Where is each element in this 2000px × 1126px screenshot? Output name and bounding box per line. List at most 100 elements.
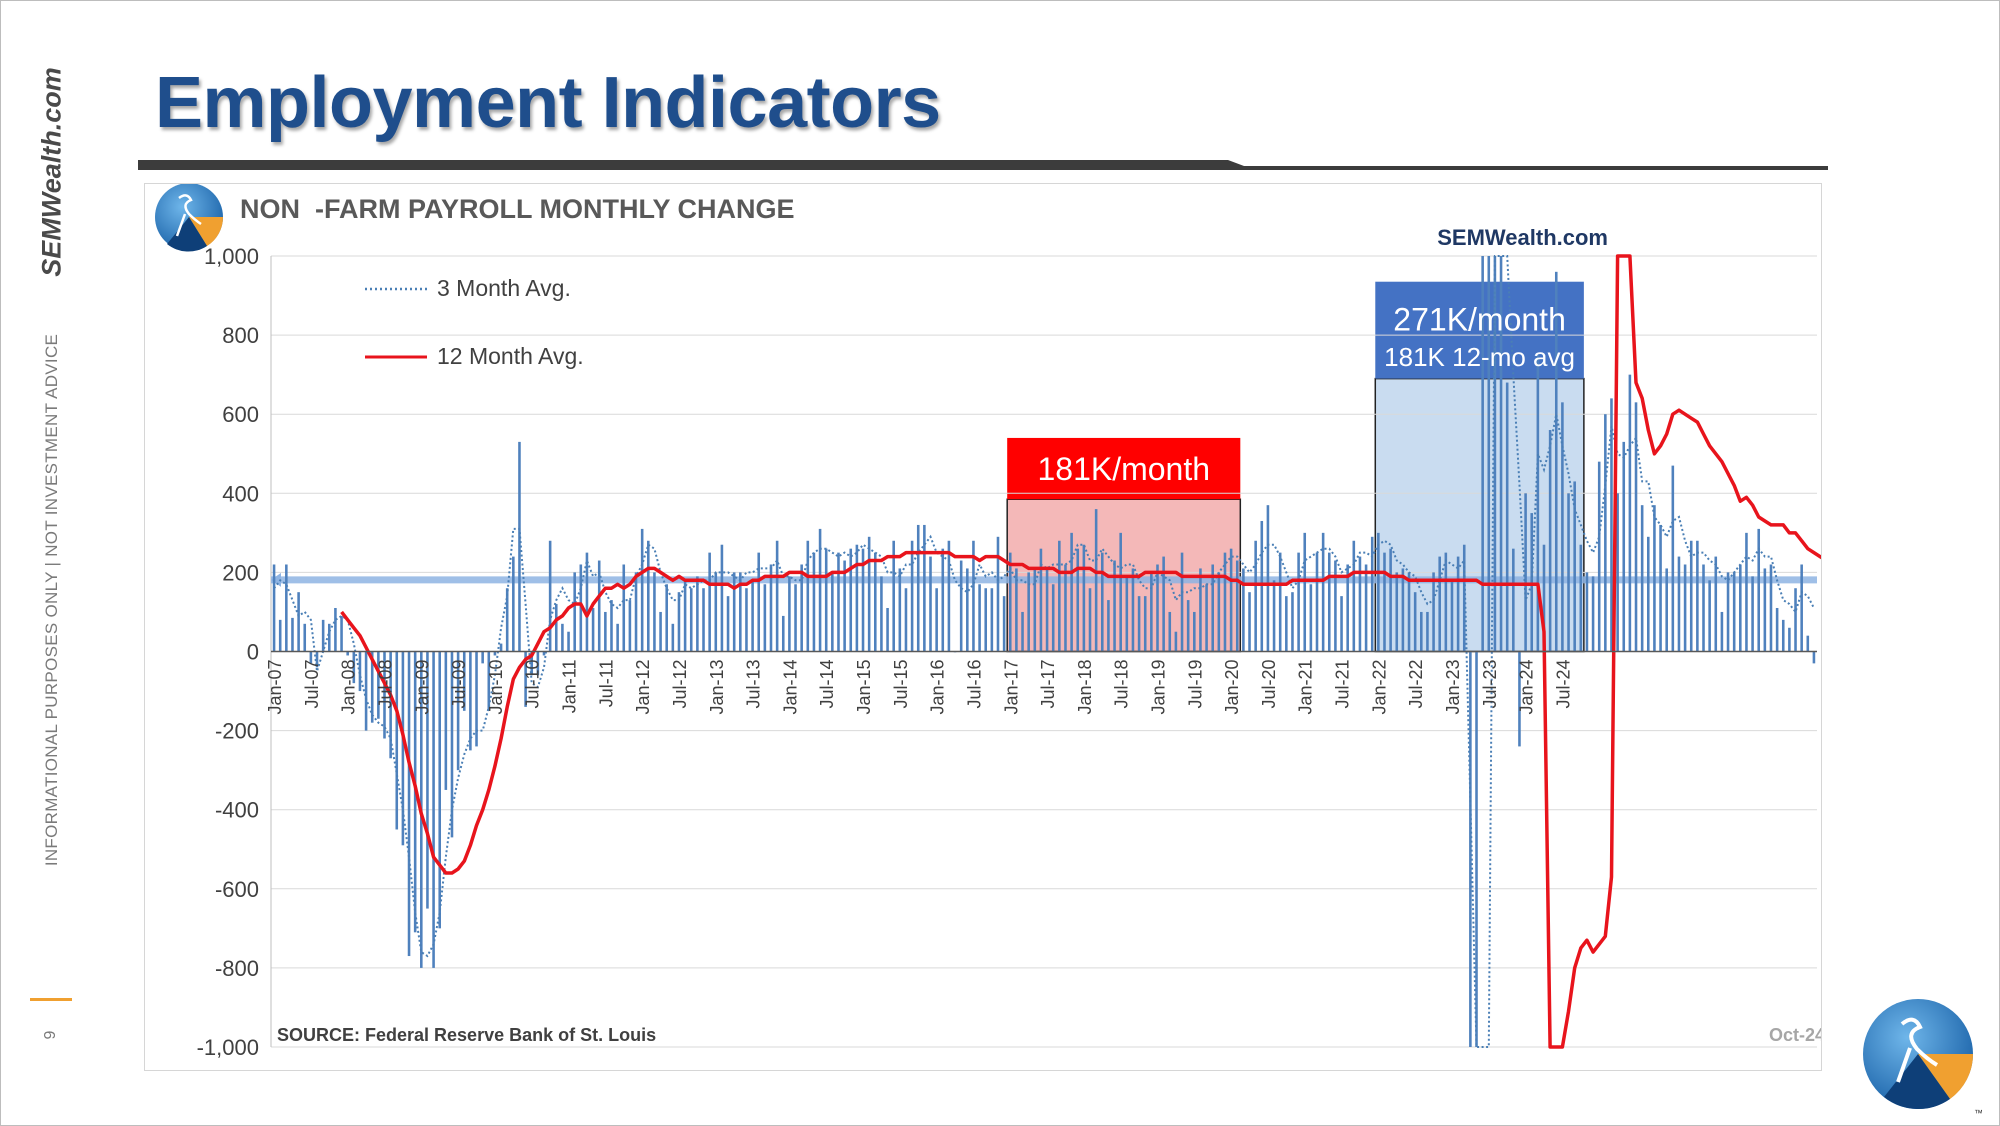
payroll-bar xyxy=(303,623,307,652)
payroll-bar xyxy=(659,611,662,652)
chart-title: NON -FARM PAYROLL MONTHLY CHANGE xyxy=(240,194,795,224)
y-tick-label: 800 xyxy=(222,323,259,348)
payroll-bar xyxy=(1677,556,1681,652)
payroll-bar xyxy=(1235,560,1239,652)
payroll-bar xyxy=(831,572,834,652)
x-tick-label: Jan-14 xyxy=(780,660,800,715)
payroll-bar xyxy=(1610,398,1613,652)
payroll-bar xyxy=(1199,568,1202,652)
payroll-bar xyxy=(554,604,558,652)
payroll-bar xyxy=(837,552,840,652)
payroll-bar xyxy=(1383,552,1386,652)
payroll-bar xyxy=(1671,465,1675,652)
payroll-bar xyxy=(591,607,595,652)
brand-vertical-text: SEMWealth.com xyxy=(22,52,82,292)
x-tick-label: Jan-21 xyxy=(1296,660,1316,715)
payroll-bar xyxy=(1604,414,1607,652)
title-rule-shape xyxy=(138,160,1828,170)
payroll-bar xyxy=(1487,256,1491,652)
payroll-bar xyxy=(720,544,724,652)
payroll-bar xyxy=(604,611,607,652)
payroll-bar xyxy=(493,651,497,656)
payroll-bar xyxy=(487,651,491,711)
payroll-bar xyxy=(671,623,675,652)
payroll-bar xyxy=(1708,580,1711,652)
payroll-bar xyxy=(702,588,705,652)
payroll-bar xyxy=(843,560,846,652)
payroll-bar xyxy=(640,528,644,652)
payroll-bar xyxy=(1665,568,1668,652)
payroll-bar xyxy=(677,592,681,652)
x-tick-label: Jul-17 xyxy=(1038,660,1058,709)
annotation-sublabel-2022-2024: 181K 12-mo avg xyxy=(1384,342,1575,372)
payroll-bar xyxy=(407,651,411,957)
payroll-bar xyxy=(1370,536,1374,652)
payroll-bar xyxy=(462,651,466,711)
payroll-bar xyxy=(1530,513,1534,652)
payroll-bar xyxy=(278,619,282,652)
payroll-bar xyxy=(1714,556,1718,652)
payroll-bar xyxy=(1536,354,1540,652)
x-tick-label: Jan-09 xyxy=(412,660,432,715)
legend-label-3-month: 3 Month Avg. xyxy=(437,275,571,301)
payroll-bar xyxy=(1205,584,1208,652)
payroll-bar xyxy=(340,615,343,652)
payroll-bar xyxy=(972,540,975,652)
payroll-bar xyxy=(1628,374,1632,652)
x-tick-label: Jul-18 xyxy=(1112,660,1132,709)
payroll-bar xyxy=(1469,651,1472,1047)
payroll-bar xyxy=(966,568,969,652)
y-tick-label: -600 xyxy=(215,877,259,902)
payroll-bar xyxy=(880,576,883,652)
x-tick-label: Jul-11 xyxy=(596,660,616,708)
payroll-bar xyxy=(1150,572,1153,652)
payroll-bar xyxy=(1088,588,1092,652)
x-tick-label: Jan-12 xyxy=(633,660,653,715)
payroll-bar xyxy=(1327,552,1331,652)
x-tick-label: Jan-13 xyxy=(707,660,727,715)
payroll-bar xyxy=(272,564,276,652)
payroll-bar xyxy=(775,540,779,652)
payroll-bar xyxy=(1045,568,1049,652)
x-tick-label: Jul-16 xyxy=(964,660,984,709)
payroll-bar xyxy=(616,623,619,652)
payroll-bar xyxy=(1800,564,1803,652)
x-tick-label: Jul-22 xyxy=(1406,660,1426,709)
annotation-label-2022-2024: 271K/month xyxy=(1393,301,1566,337)
annotation-label-bg-2022-2024 xyxy=(1375,281,1584,379)
x-tick-label: Jul-10 xyxy=(523,660,543,709)
x-tick-label: Jan-20 xyxy=(1222,660,1242,715)
payroll-bar xyxy=(1002,596,1006,652)
payroll-bar xyxy=(628,600,632,652)
payroll-bar xyxy=(1548,430,1552,652)
payroll-bar xyxy=(867,536,871,652)
payroll-bar xyxy=(475,651,478,747)
payroll-bar xyxy=(1291,592,1294,652)
payroll-bar xyxy=(1438,556,1441,652)
payroll-bar xyxy=(1775,607,1779,652)
payroll-bar xyxy=(377,651,380,719)
payroll-bar xyxy=(1303,532,1307,652)
payroll-bar xyxy=(597,560,601,652)
payroll-bar xyxy=(1211,564,1214,652)
payroll-bar xyxy=(1100,552,1104,652)
y-tick-label: -1,000 xyxy=(197,1035,259,1060)
y-tick-label: -400 xyxy=(215,798,259,823)
payroll-bar xyxy=(1008,552,1012,652)
payroll-bar xyxy=(1573,481,1576,652)
payroll-bar xyxy=(812,552,816,652)
payroll-bar xyxy=(1696,540,1699,652)
payroll-bar xyxy=(364,651,368,731)
payroll-bar xyxy=(1186,600,1190,652)
payroll-bar xyxy=(1542,544,1546,652)
payroll-bar xyxy=(1315,552,1319,652)
payroll-bar xyxy=(1358,556,1362,652)
corner-logo-icon: ™ xyxy=(1863,999,1982,1118)
date-label: Oct-24 xyxy=(1769,1025,1821,1045)
payroll-bar xyxy=(1174,631,1178,652)
payroll-bar xyxy=(929,556,932,652)
payroll-bar xyxy=(1745,532,1748,652)
payroll-bar xyxy=(1094,509,1098,652)
payroll-bar xyxy=(904,588,908,652)
payroll-bar xyxy=(346,651,349,656)
